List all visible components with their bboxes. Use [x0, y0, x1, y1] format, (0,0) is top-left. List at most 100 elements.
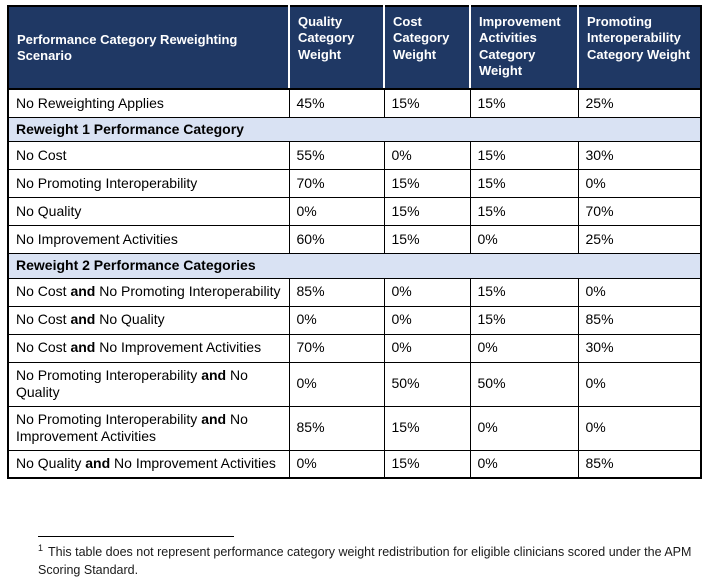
scenario-text: No Quality [16, 202, 82, 219]
weight-cell: 15% [383, 449, 471, 479]
weight-cell: 70% [577, 197, 702, 226]
scenario-cell: No Reweighting Applies [7, 88, 290, 118]
weight-cell: 15% [469, 305, 579, 335]
footnote-area: 1 This table does not represent performan… [38, 536, 693, 579]
scenario-cell: No Improvement Activities [7, 225, 290, 254]
section-header-cell: Reweight 1 Performance Category [7, 116, 702, 142]
table-row: No Promoting Interoperability and No Imp… [7, 405, 702, 451]
scenario-text: No Quality [95, 311, 165, 328]
column-header-cost-weight: Cost Category Weight [384, 6, 471, 90]
weight-cell: 0% [577, 169, 702, 198]
table-row: No Quality 0% 15% 15% 70% [7, 197, 702, 226]
scenario-cell: No Cost and No Promoting Interoperabilit… [7, 277, 290, 307]
scenario-text-bold: and [70, 339, 96, 356]
scenario-text-bold: and [70, 311, 96, 328]
scenario-text: No Improvement Activities [16, 410, 248, 445]
column-header-improvement-activities-weight: Improvement Activities Category Weight [470, 6, 579, 90]
weight-cell: 45% [288, 88, 385, 118]
scenario-text: No Improvement Activities [110, 455, 276, 471]
table-body: No Reweighting Applies 45% 15% 15% 25% Reweig… [7, 88, 702, 479]
weight-cell: 30% [577, 333, 702, 363]
weight-cell: 15% [383, 88, 471, 118]
scenario-text: No Promoting Interoperability [95, 283, 281, 300]
weight-cell: 85% [288, 277, 385, 307]
table-row: No Cost and No Promoting Interoperabilit… [7, 277, 702, 307]
table-row: No Quality and No Improvement Activities… [7, 449, 702, 479]
weight-cell: 30% [577, 141, 702, 170]
scenario-cell: No Promoting Interoperability and No Imp… [7, 405, 290, 451]
scenario-text-bold: and [85, 455, 111, 471]
weight-cell: 0% [288, 305, 385, 335]
scenario-cell: No Cost and No Quality [7, 305, 290, 335]
weight-cell: 0% [469, 449, 579, 479]
table-header: Performance Category Reweighting Scenari… [8, 6, 702, 90]
weight-cell: 15% [469, 277, 579, 307]
weight-cell: 0% [383, 277, 471, 307]
weight-cell: 60% [288, 225, 385, 254]
column-header-promoting-interoperability-weight: Promoting Interoperability Category Weig… [578, 6, 702, 90]
weight-cell: 0% [288, 449, 385, 479]
scenario-text-bold: and [201, 366, 227, 383]
weight-cell: 70% [288, 333, 385, 363]
table-row: No Reweighting Applies 45% 15% 15% 25% [7, 88, 702, 118]
scenario-text-bold: and [201, 410, 227, 427]
scenario-cell: No Promoting Interoperability and No Qua… [7, 361, 290, 407]
weight-cell: 50% [469, 361, 579, 407]
weight-cell: 0% [383, 333, 471, 363]
footnote-separator-line [38, 536, 234, 537]
scenario-text: No Cost [16, 311, 71, 328]
scenario-text: No Improvement Activities [95, 339, 262, 356]
table-row: No Promoting Interoperability and No Qua… [7, 361, 702, 407]
scenario-text-bold: and [70, 283, 96, 300]
scenario-text: No Quality [16, 455, 86, 471]
section-header-row: Reweight 1 Performance Category [7, 116, 702, 142]
weight-cell: 0% [469, 225, 579, 254]
weight-cell: 0% [288, 197, 385, 226]
footnote-body: This table does not represent performanc… [38, 545, 692, 578]
scenario-cell: No Promoting Interoperability [7, 169, 290, 198]
footnote-marker: 1 [38, 542, 44, 553]
weight-cell: 25% [577, 88, 702, 118]
table-row: No Promoting Interoperability 70% 15% 15% 0% [7, 169, 702, 198]
scenario-text: No Cost [16, 339, 71, 356]
weight-cell: 70% [288, 169, 385, 198]
weight-cell: 0% [469, 405, 579, 451]
weight-cell: 85% [288, 405, 385, 451]
weight-cell: 0% [383, 305, 471, 335]
column-header-scenario: Performance Category Reweighting Scenari… [8, 6, 290, 90]
scenario-text: No Improvement Activities [16, 230, 178, 247]
scenario-cell: No Quality and No Improvement Activities [7, 449, 290, 479]
weight-cell: 0% [469, 333, 579, 363]
weight-cell: 0% [383, 141, 471, 170]
weight-cell: 15% [469, 88, 579, 118]
weight-cell: 85% [577, 305, 702, 335]
scenario-cell: No Cost and No Improvement Activities [7, 333, 290, 363]
section-header-cell: Reweight 2 Performance Categories [7, 253, 702, 279]
scenario-cell: No Quality [7, 197, 290, 226]
weight-cell: 50% [383, 361, 471, 407]
table-row: No Cost and No Quality 0% 0% 15% 85% [7, 305, 702, 335]
section-header-row: Reweight 2 Performance Categories [7, 253, 702, 279]
scenario-text: No Promoting Interoperability [16, 366, 202, 383]
scenario-text: No Promoting Interoperability [16, 410, 202, 427]
scenario-text: No Quality [16, 366, 248, 401]
weight-cell: 15% [383, 169, 471, 198]
table-row: No Cost 55% 0% 15% 30% [7, 141, 702, 170]
scenario-text: No Cost [16, 283, 71, 300]
weight-cell: 85% [577, 449, 702, 479]
weight-cell: 15% [383, 405, 471, 451]
scenario-cell: No Cost [7, 141, 290, 170]
weight-cell: 15% [469, 141, 579, 170]
weight-cell: 55% [288, 141, 385, 170]
weight-cell: 0% [577, 361, 702, 407]
scenario-text: No Promoting Interoperability [16, 174, 198, 191]
scenario-text: No Cost [16, 146, 67, 163]
weight-cell: 0% [288, 361, 385, 407]
column-header-quality-weight: Quality Category Weight [289, 6, 385, 90]
weight-cell: 15% [469, 169, 579, 198]
table-header-row: Performance Category Reweighting Scenari… [8, 6, 702, 90]
footnote-text: 1 This table does not represent performan… [38, 543, 693, 579]
scenario-text: No Reweighting Applies [16, 94, 164, 111]
table-row: No Cost and No Improvement Activities 70%… [7, 333, 702, 363]
